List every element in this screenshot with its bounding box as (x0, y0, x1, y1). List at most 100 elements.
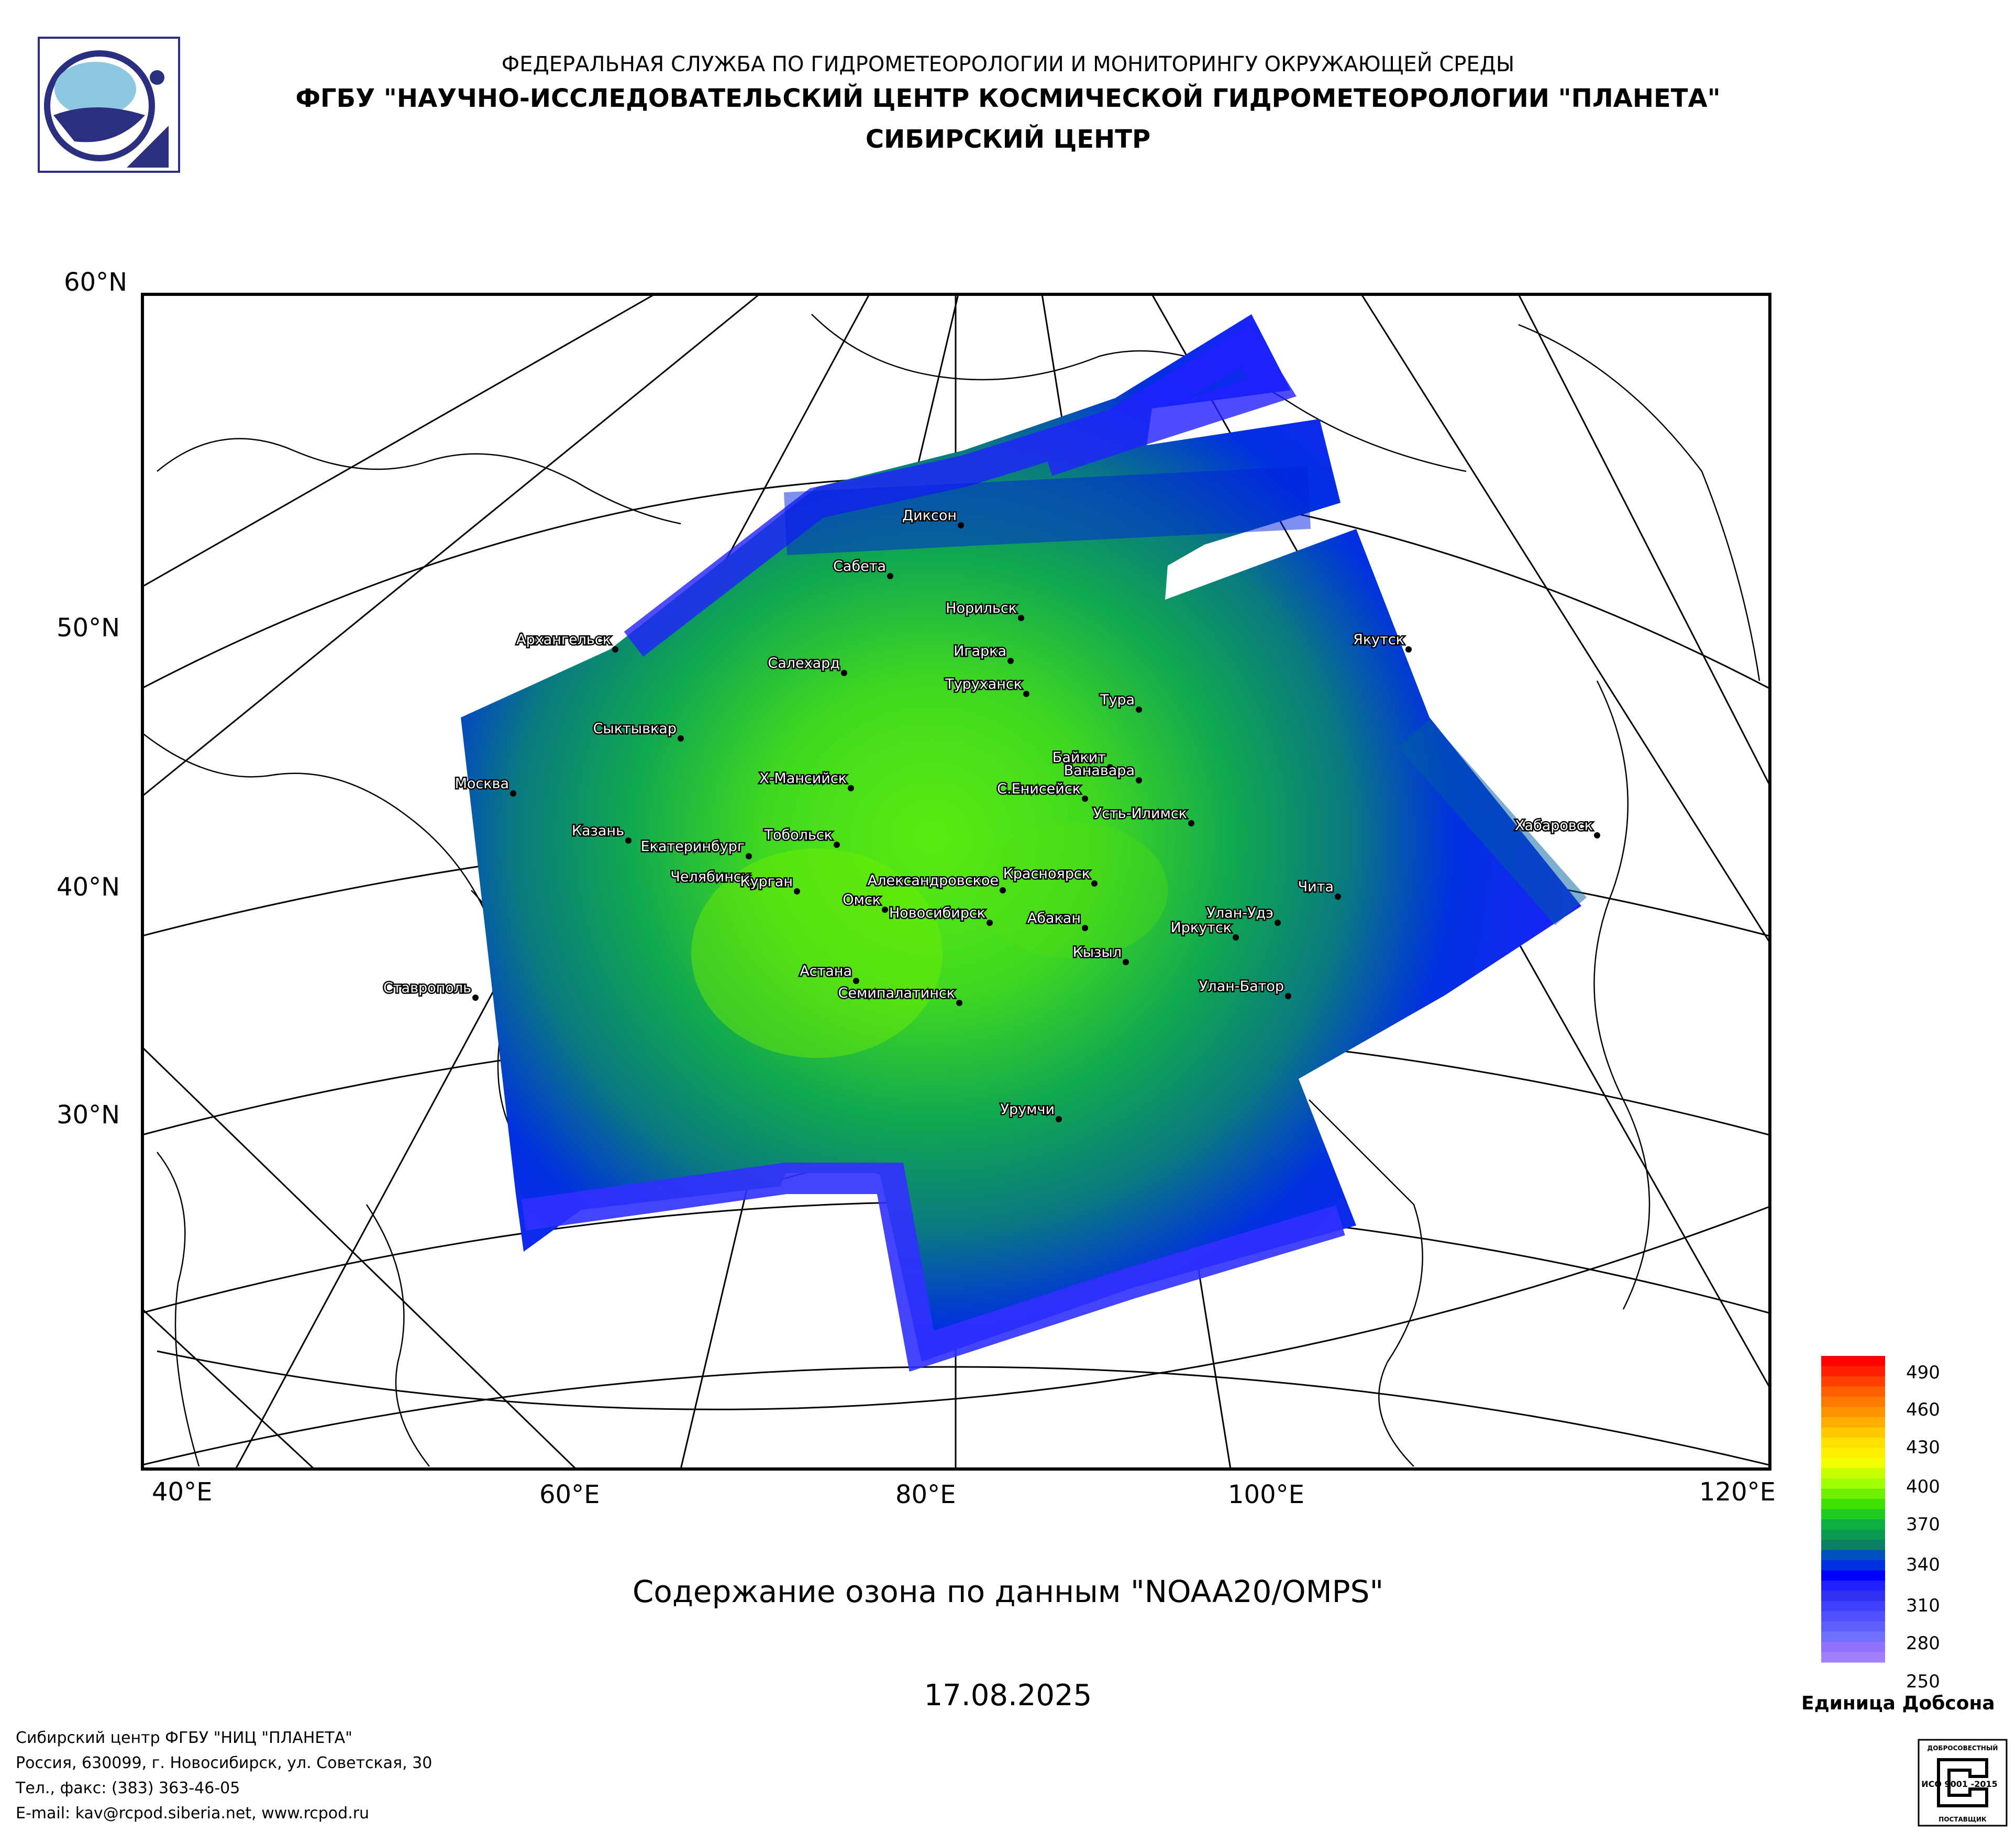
city-label: Урумчи (1001, 1101, 1055, 1118)
city-label: Красноярск (1003, 866, 1090, 882)
city-marker: Салехард (767, 654, 847, 676)
legend-tick-label: 340 (1906, 1554, 1940, 1575)
city-marker: Абакан (1026, 909, 1088, 931)
city-marker: Ванавара (1062, 761, 1142, 783)
city-marker: Игарка (952, 642, 1014, 664)
city-marker: С.Енисейск (996, 780, 1088, 802)
city-dot (834, 842, 840, 848)
city-label: Игарка (954, 643, 1006, 659)
legend-swatch (1821, 1560, 1885, 1571)
legend-swatch (1821, 1631, 1885, 1642)
city-label: С.Енисейск (997, 781, 1081, 797)
city-dot (751, 884, 757, 890)
city-label: Тура (1100, 692, 1135, 708)
city-label: Курган (740, 874, 793, 890)
city-label: Х-Мансийск (759, 770, 847, 787)
city-label: Хабаровск (1515, 818, 1593, 834)
map-caption: Содержание озона по данным "NOAA20/OMPS" (632, 1574, 1384, 1609)
city-label: Челябинск (670, 869, 750, 885)
city-dot (1023, 691, 1029, 697)
lon-label-120: 120°E (1699, 1477, 1776, 1507)
planeta-logo (38, 37, 180, 173)
city-marker: Хабаровск (1514, 816, 1600, 838)
legend-tick-label: 280 (1906, 1633, 1940, 1654)
legend-swatch (1821, 1570, 1885, 1581)
legend-tick-label: 490 (1906, 1362, 1940, 1383)
city-marker: Александровское (866, 871, 1006, 893)
city-marker: Новосибирск (888, 904, 993, 926)
legend-swatch (1821, 1601, 1885, 1612)
city-dot (510, 790, 516, 797)
city-dot (1082, 796, 1088, 802)
footer-contacts: Сибирский центр ФГБУ "НИЦ "ПЛАНЕТА" Росс… (16, 1726, 432, 1826)
map-frame (141, 293, 1771, 1471)
center-title: СИБИРСКИЙ ЦЕНТР (865, 125, 1151, 154)
city-label: Сыктывкар (593, 721, 677, 737)
legend-swatch (1821, 1621, 1885, 1632)
city-label: Тобольск (763, 827, 833, 843)
city-marker: Астана (799, 962, 859, 984)
city-dot (1275, 920, 1281, 926)
city-label: Екатеринбург (640, 838, 745, 855)
city-marker: Диксон (901, 506, 964, 528)
legend-unit-label: Единица Добсона (1801, 1693, 1995, 1714)
legend-swatch (1821, 1468, 1885, 1479)
lon-label-60: 60°E (539, 1480, 600, 1509)
city-dot (848, 785, 854, 791)
legend-swatch (1821, 1550, 1885, 1561)
city-marker: Ставрополь (382, 979, 479, 1001)
city-marker: Туруханск (944, 675, 1029, 697)
city-label: Абакан (1027, 910, 1081, 926)
city-dot (678, 735, 684, 742)
iso-badge-bottom: ПОСТАВЩИК (1939, 1816, 1987, 1823)
city-marker: Екатеринбург (639, 837, 752, 859)
legend-swatch (1821, 1529, 1885, 1540)
legend-swatch (1821, 1366, 1885, 1377)
city-dot (1107, 764, 1113, 770)
legend-tick-label: 430 (1906, 1437, 1940, 1458)
city-label: Москва (455, 776, 509, 792)
city-dot (841, 670, 847, 676)
legend-swatch (1821, 1499, 1885, 1510)
city-marker: Семипалатинск (837, 984, 962, 1006)
iso-badge-main: ИСО 9001 -2015 (1921, 1779, 1998, 1789)
city-label: Салехард (768, 655, 840, 671)
lon-label-80: 80°E (895, 1480, 956, 1509)
legend-tick-label: 400 (1906, 1476, 1940, 1497)
city-marker: Москва (453, 775, 516, 797)
legend-swatch (1821, 1581, 1885, 1592)
lon-axis-labels: 40°E 60°E 80°E 100°E 120°E (152, 1477, 1776, 1509)
city-marker: Усть-Илимск (1092, 804, 1194, 826)
city-dot (1082, 925, 1088, 931)
city-dot (1285, 993, 1291, 999)
city-label: Ставрополь (383, 980, 471, 996)
legend-swatch (1821, 1427, 1885, 1438)
city-marker: Урумчи (999, 1100, 1062, 1122)
legend-swatch (1821, 1652, 1885, 1663)
legend-tick-label: 370 (1906, 1514, 1940, 1535)
city-dot (1335, 893, 1341, 900)
city-marker: Красноярск (1002, 865, 1098, 887)
legend-swatch (1821, 1407, 1885, 1418)
city-dot (1594, 832, 1600, 838)
city-dot (882, 907, 888, 913)
legend-swatch (1821, 1386, 1885, 1397)
city-dot (987, 920, 993, 926)
city-marker: Байкит (1051, 748, 1113, 770)
city-label: Якутск (1353, 632, 1404, 648)
legend-swatch (1821, 1376, 1885, 1387)
city-marker: Улан-Удэ (1205, 904, 1281, 926)
city-label: Омск (843, 892, 881, 908)
lat-label-60: 60°N (64, 268, 127, 297)
city-dot (746, 853, 752, 859)
iso-badge-top: ДОБРОСОВЕСТНЫЙ (1928, 1744, 1998, 1752)
city-dot (472, 995, 479, 1001)
city-marker: Чита (1297, 878, 1341, 900)
city-marker: Тура (1098, 691, 1142, 713)
city-label: Туруханск (945, 676, 1022, 692)
footer-org: Сибирский центр ФГБУ "НИЦ "ПЛАНЕТА" (16, 1729, 352, 1747)
lon-label-100: 100°E (1228, 1480, 1304, 1509)
city-label: Байкит (1053, 749, 1106, 766)
city-marker: Тобольск (762, 826, 840, 848)
city-dot (956, 1000, 962, 1006)
